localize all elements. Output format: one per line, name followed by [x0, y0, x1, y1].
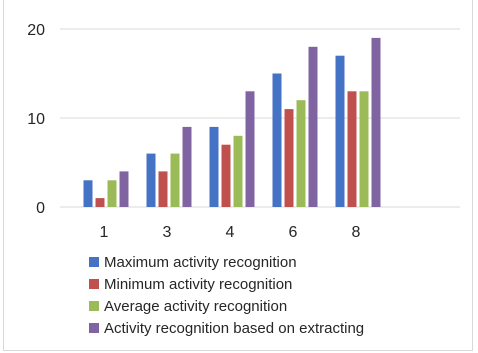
- y-tick-label: 20: [27, 22, 45, 39]
- legend-label: Minimum activity recognition: [104, 276, 292, 293]
- bar: [182, 126, 192, 207]
- bar: [221, 144, 231, 207]
- bar: [119, 171, 129, 207]
- bar: [371, 37, 381, 208]
- bar: [245, 91, 255, 207]
- bar: [209, 126, 219, 207]
- bar: [158, 171, 168, 207]
- legend-label: Maximum activity recognition: [104, 254, 297, 271]
- bar: [359, 91, 369, 207]
- x-tick-label: 1: [100, 224, 109, 241]
- legend-label: Activity recognition based on extracting: [104, 320, 364, 337]
- bar: [233, 135, 243, 207]
- y-axis-ticks: 0 10 20: [27, 22, 45, 217]
- bar: [308, 46, 318, 207]
- bar: [146, 153, 156, 207]
- bar: [83, 180, 93, 207]
- bar: [347, 91, 357, 207]
- legend-swatch: [89, 279, 99, 289]
- chart-frame: [3, 0, 473, 351]
- bar: [95, 198, 105, 207]
- x-tick-label: 4: [226, 224, 235, 241]
- x-tick-label: 3: [163, 224, 172, 241]
- y-tick-label: 0: [36, 200, 45, 217]
- y-tick-label: 10: [27, 111, 45, 128]
- legend-label: Average activity recognition: [104, 298, 287, 315]
- x-axis-ticks: 1 3 4 6 8: [100, 224, 361, 241]
- legend-swatch: [89, 323, 99, 333]
- bar: [272, 73, 282, 207]
- legend: Maximum activity recognition Minimum acti…: [89, 254, 364, 337]
- bars: [83, 37, 381, 208]
- bar: [284, 109, 294, 207]
- bar: [107, 180, 117, 207]
- bar: [170, 153, 180, 207]
- x-tick-label: 8: [352, 224, 361, 241]
- bar: [335, 55, 345, 208]
- bar: [296, 100, 306, 207]
- legend-swatch: [89, 301, 99, 311]
- legend-swatch: [89, 257, 99, 267]
- x-tick-label: 6: [289, 224, 298, 241]
